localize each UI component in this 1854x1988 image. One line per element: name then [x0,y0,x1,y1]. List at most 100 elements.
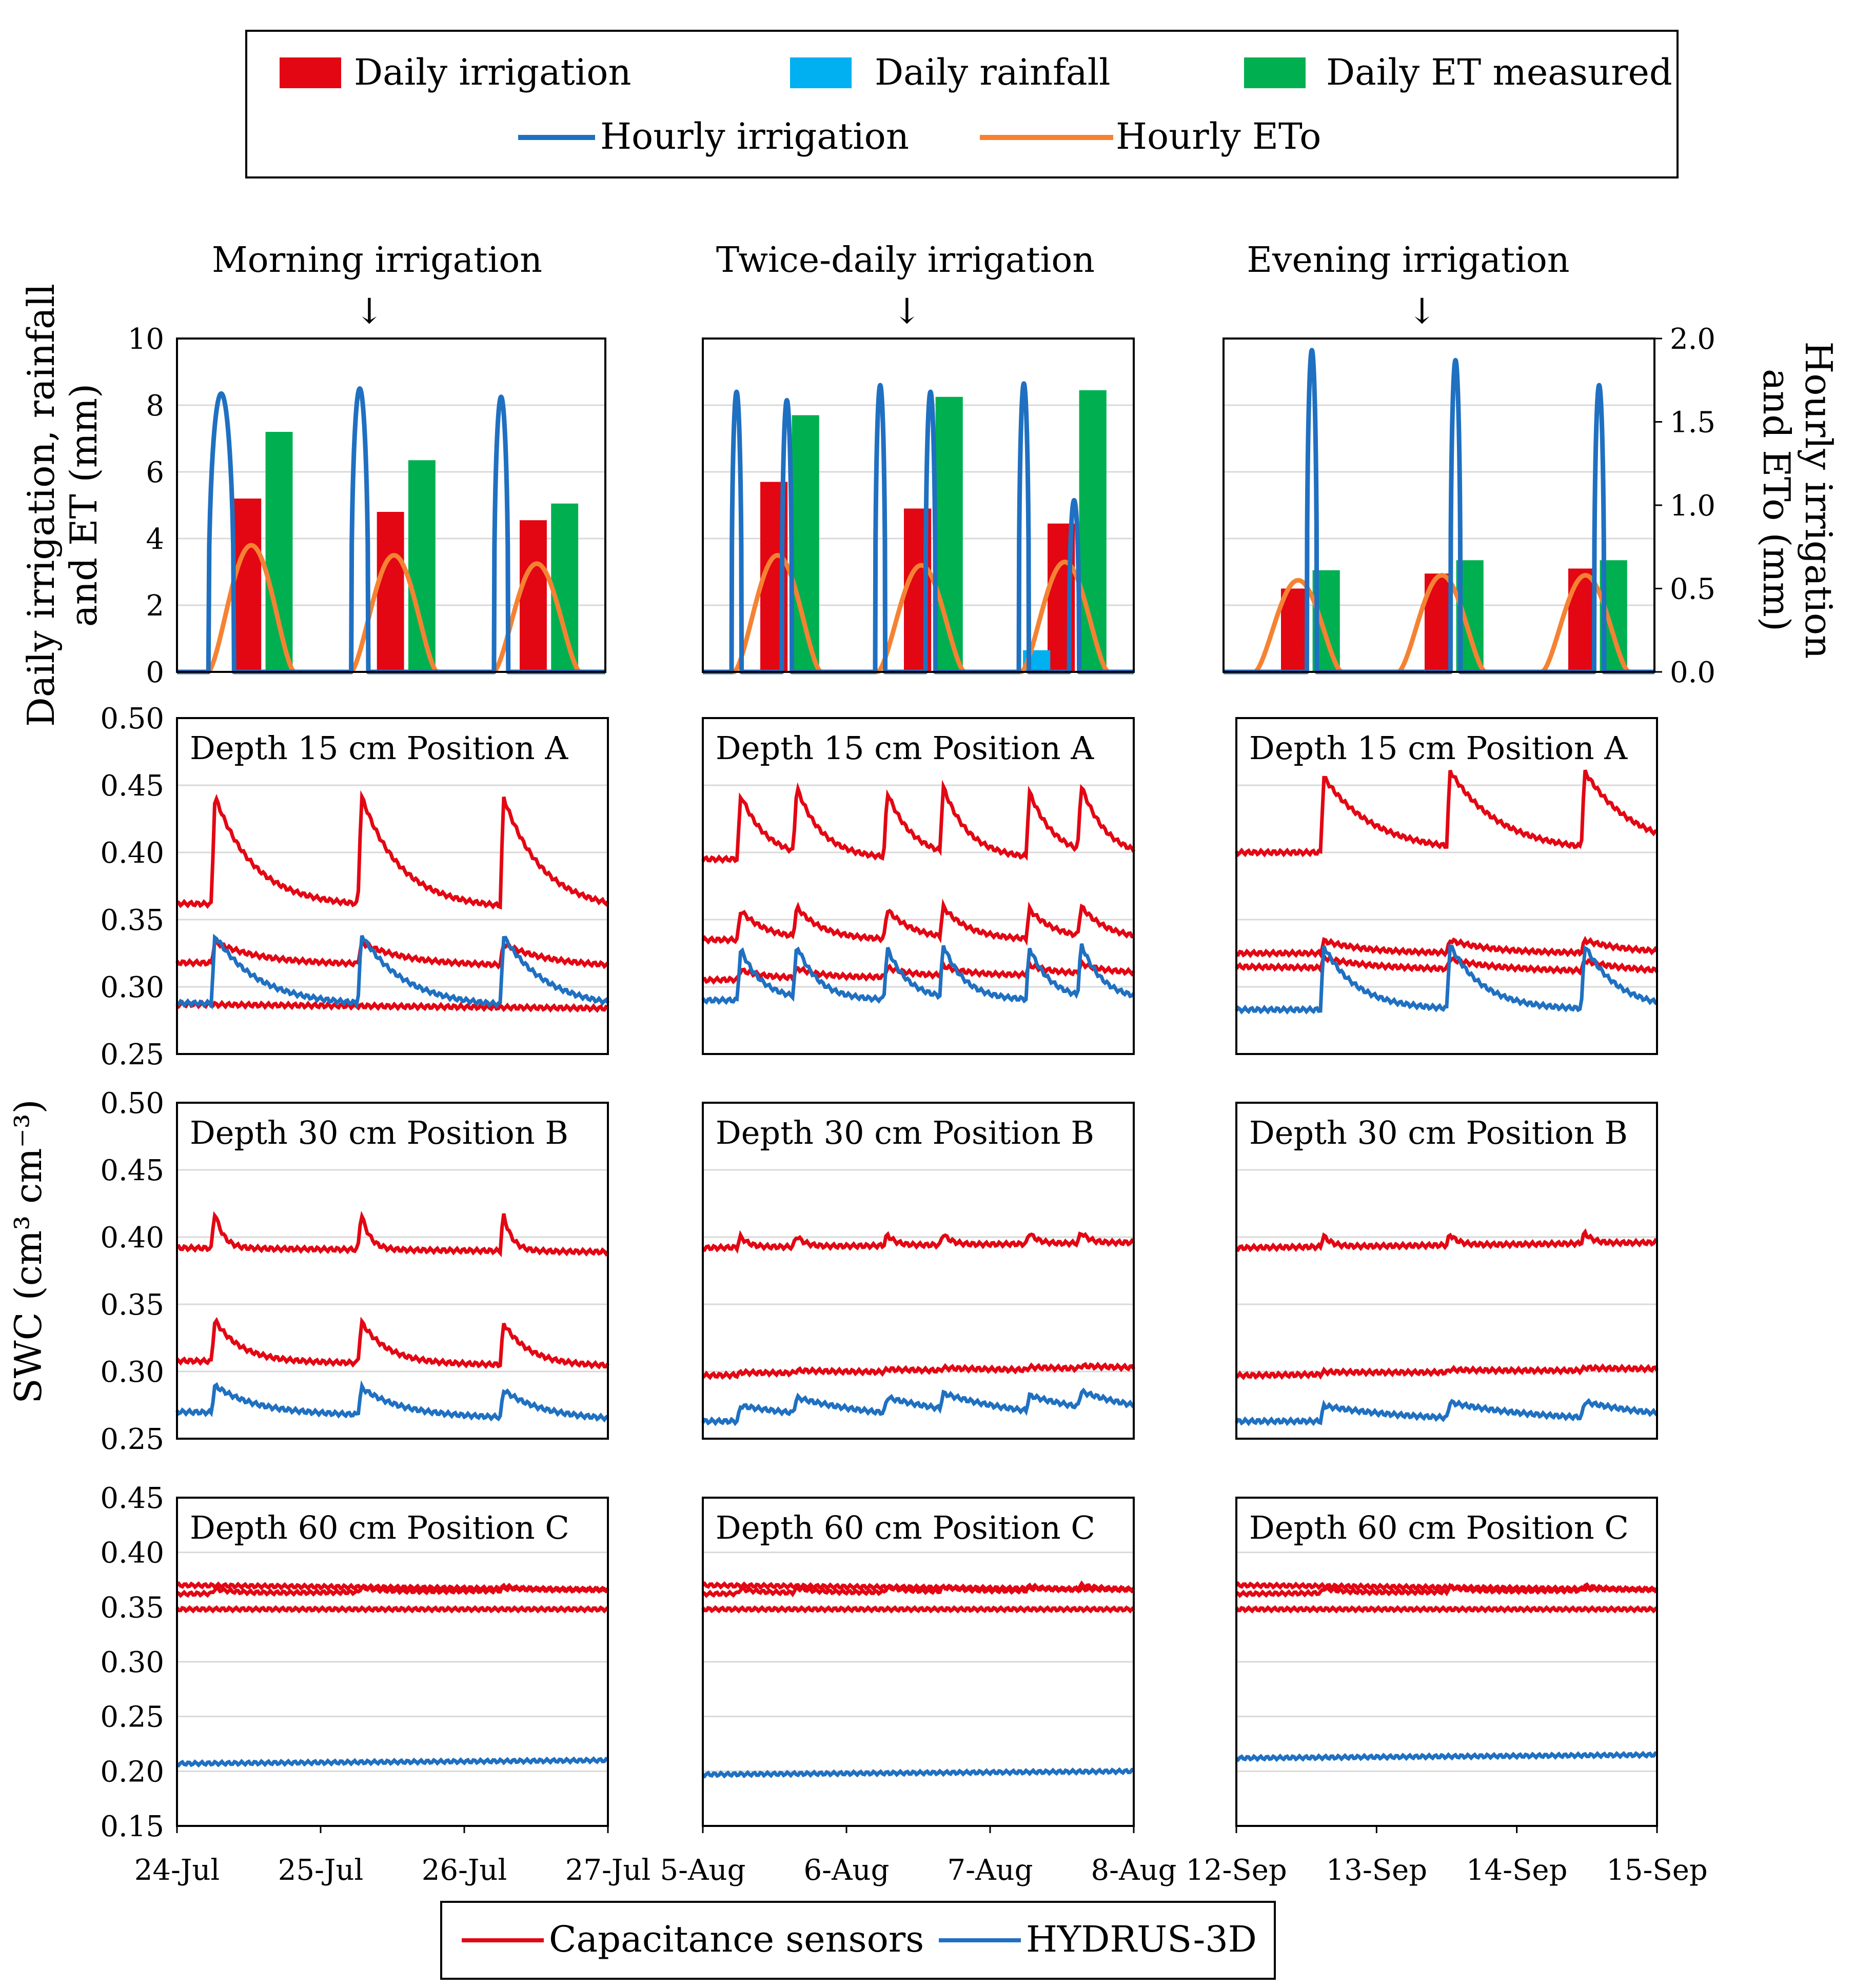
panel-depth-label: Depth 60 cm Position C [1249,1509,1629,1546]
y-tick-label: 2 [146,589,164,623]
x-tick-label: 6-Aug [804,1854,890,1887]
y-axis-title-top-line2: and ET (mm) [62,384,105,627]
plot-frame [702,337,1135,673]
y-tick-label: 0.40 [100,837,164,870]
y2-tick-label: 0.5 [1670,573,1715,606]
x-tick-label: 27-Jul [565,1854,651,1887]
panel-depth-label: Depth 30 cm Position B [1249,1114,1628,1151]
y-tick-label: 8 [146,389,164,423]
bar-daily-irrigation [234,499,262,672]
line-hydrus-3d [701,943,1135,1005]
line-capacitance-sensor [1235,1582,1659,1598]
plot-frame [702,1497,1135,1827]
charts-layer: 0 2 4 6 8 10 0.0 0.5 1.0 1.5 2.0 Depth 15 cm Positi… [100,323,1715,1887]
panel-depth-label: Depth 60 cm Position C [716,1509,1095,1546]
y-tick-label: 0.50 [100,1087,164,1120]
line-hourly-eto [1224,573,1654,674]
line-capacitance-sensor [701,780,1136,864]
y-tick-label: 0.15 [100,1810,164,1843]
plot-frame [1235,717,1658,1055]
line-hydrus-3d [175,1756,609,1768]
bar-daily-irrigation [520,520,547,672]
panel-depth-label: Depth 60 cm Position C [190,1509,569,1546]
y2-axis-title-line2: and ETo (mm) [1755,369,1798,631]
line-capacitance-sensor [175,1605,609,1614]
y-tick-label: 0.25 [100,1038,164,1071]
y-tick-label: 10 [128,323,164,356]
y-tick-label: 0.50 [100,702,164,735]
line-capacitance-sensor [176,1582,609,1598]
line-hourly-eto [703,553,1134,674]
bottom-legend: Capacitance sensors HYDRUS-3D [440,1901,1276,1980]
plot-frame [176,337,606,673]
plot-frame [702,717,1135,1055]
line-capacitance-sensor [1235,1228,1659,1253]
y-tick-label: 6 [146,456,164,489]
line-capacitance-sensor [175,1317,609,1370]
y-tick-label: 0.25 [100,1423,164,1456]
plot-frame [702,1102,1135,1440]
bar-daily-irrigation [1568,568,1596,672]
x-tick-label: 24-Jul [134,1854,220,1887]
bar-daily-et [408,460,436,672]
y2-tick-label: 1.0 [1670,489,1715,523]
y-axis-title-swc: SWC (cm³ cm⁻³) [7,1099,50,1403]
line-capacitance-sensor [701,1605,1135,1614]
panel-depth-label: Depth 15 cm Position A [1249,729,1628,767]
x-tick-label: 15-Sep [1606,1854,1708,1887]
line-capacitance-sensor [702,958,1135,985]
plot-frame [1235,1497,1658,1827]
x-tick-label: 14-Sep [1466,1854,1568,1887]
y-tick-label: 0.20 [100,1755,164,1788]
y-tick-label: 0.40 [100,1221,164,1255]
line-hydrus-3d [1235,944,1658,1015]
top-legend-frame [245,30,1679,178]
panel-depth-label: Depth 30 cm Position B [190,1114,568,1151]
line-hydrus-3d [1234,1398,1659,1426]
legend-label-capacitance: Capacitance sensors [549,1918,924,1960]
y2-tick-label: 1.5 [1670,406,1715,440]
top-legend: Daily irrigation Daily rainfall Daily ET… [245,30,1679,178]
y-tick-label: 0 [146,656,164,689]
y2-tick-label: 2.0 [1670,323,1715,356]
panel-title-evening: Evening irrigation [1247,240,1569,281]
panel-arrow-morning: ↓ [355,291,384,332]
line-capacitance-sensor [176,1210,609,1258]
legend-label-daily-rainfall: Daily rainfall [875,51,1111,93]
legend-label-daily-irrigation: Daily irrigation [354,51,631,93]
panel-arrow-evening: ↓ [1408,291,1437,332]
legend-swatch-daily-rainfall [790,57,852,88]
panel-depth-label: Depth 15 cm Position A [716,729,1094,767]
x-tick-label: 12-Sep [1186,1854,1287,1887]
y-axis-title-top-line1: Daily irrigation, rainfall [19,284,63,727]
x-tick-label: 8-Aug [1091,1854,1177,1887]
legend-label-daily-et: Daily ET measured [1326,51,1672,93]
y-tick-label: 0.45 [100,1482,164,1515]
line-capacitance-sensor [1235,769,1658,858]
line-capacitance-sensor [702,1580,1135,1598]
line-hourly-irrigation [1224,348,1654,674]
bar-daily-irrigation [377,512,404,672]
plot-frame [176,1497,609,1827]
legend-label-hydrus: HYDRUS-3D [1026,1918,1257,1960]
legend-swatch-daily-irrigation [280,57,341,88]
bar-daily-et [551,503,579,672]
plot-frame [1235,1102,1658,1440]
y-tick-label: 0.25 [100,1701,164,1734]
line-hydrus-3d [176,933,610,1010]
panel-title-twice-daily: Twice-daily irrigation [716,240,1095,281]
line-capacitance-sensor [175,999,609,1013]
y-tick-label: 0.30 [100,1356,164,1389]
bar-daily-irrigation [1281,588,1309,672]
line-capacitance-sensor [176,790,609,910]
x-tick-label: 25-Jul [278,1854,364,1887]
legend-swatch-daily-et [1244,57,1306,88]
line-hourly-eto [177,543,605,674]
y-tick-label: 0.45 [100,1154,164,1187]
bottom-legend-frame [440,1901,1276,1980]
panel-title-morning: Morning irrigation [212,240,542,281]
y-tick-label: 0.35 [100,1288,164,1322]
x-tick-label: 7-Aug [948,1854,1033,1887]
plot-frame [176,1102,609,1440]
